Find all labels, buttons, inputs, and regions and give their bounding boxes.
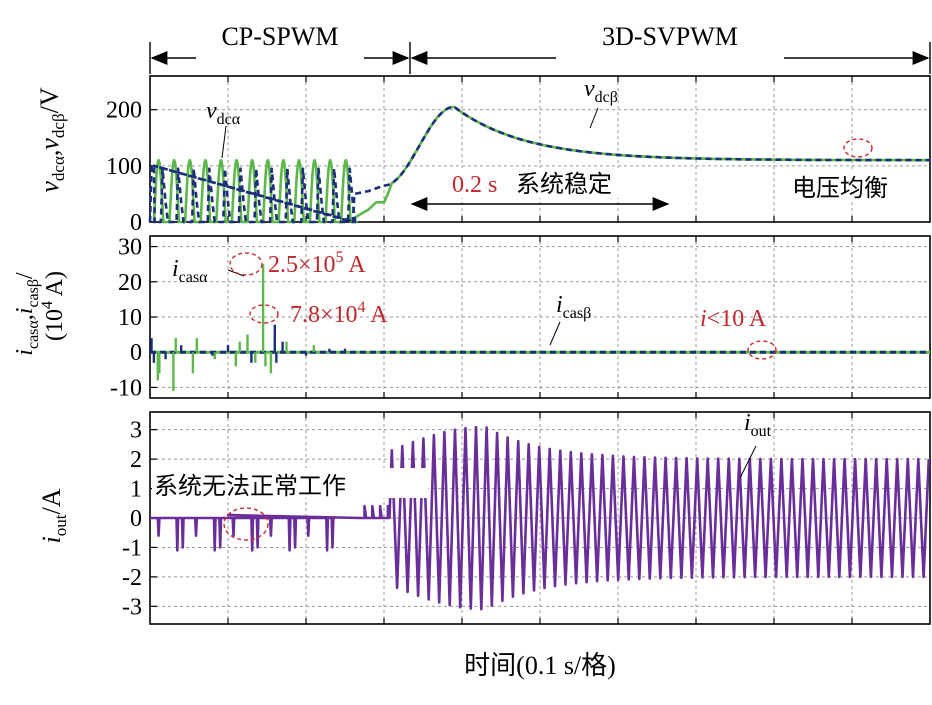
panel1-frame <box>149 75 931 223</box>
cp-spwm-label: CP-SPWM <box>221 22 338 51</box>
panel1-ylabel: vdcα,vdcβ/V <box>35 87 68 192</box>
icas-beta-label: icasβ <box>556 292 591 322</box>
panel2-ytick-label: 10 <box>118 305 142 331</box>
panel1-ytick-label: 200 <box>106 98 142 124</box>
panel2-ytick-label: -10 <box>110 375 142 401</box>
panel2-ytick-label: 20 <box>118 270 142 296</box>
panel3-ylabel: iout/A <box>37 488 70 543</box>
stable-text: 系统稳定 <box>516 171 612 198</box>
stable-time: 0.2 s <box>452 172 497 198</box>
small-current-label: i<10 A <box>700 306 767 332</box>
series-layer <box>148 105 931 611</box>
panel2-ylabel-line1: icasα,icasβ/ <box>12 272 42 356</box>
system-fail-text: 系统无法正常工作 <box>154 473 346 500</box>
panel2-annotations: icasα 2.5×105 A 7.8×104 A icasβ i<10 A <box>172 249 777 360</box>
peak2-ellipse <box>249 304 279 324</box>
peak1-ellipse <box>229 252 263 276</box>
panel3-ytick-label: -1 <box>122 535 142 561</box>
series-vdc-alpha <box>152 105 930 224</box>
iout-label: iout <box>744 410 772 440</box>
panel3-ytick-label: -3 <box>122 594 142 620</box>
series-vdc-beta <box>148 105 930 224</box>
panel1-annotations: vdcα vdcβ 0.2 s 系统稳定 电压均衡 <box>206 76 928 211</box>
xaxis-label: 时间(0.1 s/格) <box>464 651 616 680</box>
small-current-ellipse <box>747 340 777 360</box>
panel3-ytick-label: -2 <box>122 565 142 591</box>
series-iout <box>150 425 931 611</box>
mode-header: CP-SPWM 3D-SVPWM <box>149 22 931 74</box>
fail-ellipse <box>223 507 269 541</box>
peak1-value: 2.5×105 A <box>268 249 366 278</box>
panel2-ytick-label: 30 <box>118 235 142 261</box>
panel2-frame <box>149 235 931 399</box>
panel1-ytick-label: 0 <box>130 210 142 236</box>
panel3-annotations: iout 系统无法正常工作 <box>152 410 772 541</box>
panel2-ylabel-line2: (104 A) <box>39 271 68 341</box>
panel3-ytick-label: 2 <box>130 447 142 473</box>
panel3-ytick-label: 0 <box>130 506 142 532</box>
panel3-ytick-label: 3 <box>130 418 142 444</box>
svpwm-label: 3D-SVPWM <box>602 22 738 51</box>
panel2-ytick-label: 0 <box>130 340 142 366</box>
panel3-ytick-label: 1 <box>130 477 142 503</box>
panel1-ytick-label: 100 <box>106 154 142 180</box>
vdc-alpha-label: vdcα <box>206 98 241 128</box>
voltage-balance-text: 电压均衡 <box>792 175 888 202</box>
peak2-value: 7.8×104 A <box>290 299 388 328</box>
yaxis-labels: vdcα,vdcβ/V icasα,icasβ/ (104 A) iout/A <box>12 87 70 543</box>
icas-alpha-label: icasα <box>172 256 208 286</box>
vdc-beta-label: vdcβ <box>584 76 618 106</box>
balance-ellipse <box>843 138 873 158</box>
